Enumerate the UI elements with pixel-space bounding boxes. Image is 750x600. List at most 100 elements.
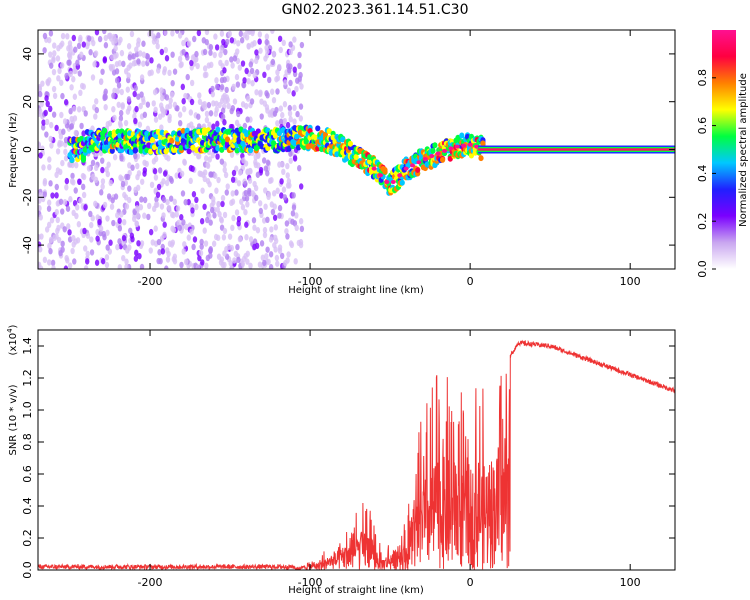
heatmap-cell [292,155,298,162]
heatmap-cell [55,167,61,174]
colorbar-label: Normalized spectral amplitude [738,73,749,227]
heatmap-cell [382,168,388,175]
heatmap-cell [285,121,291,129]
heatmap-cell [262,71,267,79]
heatmap-cell [215,126,221,133]
heatmap-cell [105,215,110,222]
heatmap-cell [214,100,219,107]
snr-multiplier-base: (x10 [8,333,19,356]
heatmap-cell [174,30,180,34]
chart-title: GN02.2023.361.14.51.C30 [281,2,469,18]
heatmap-cell [277,212,282,219]
heatmap-cell [68,44,73,51]
heatmap-cell [214,187,219,194]
heatmap-cell [229,151,235,158]
heatmap-cell [154,201,160,208]
heatmap-cell [103,42,109,49]
heatmap-cell [174,172,179,179]
heatmap-cell [214,44,220,51]
heatmap-cell [124,263,129,269]
heatmap-cell [90,215,95,222]
heatmap-cell [224,136,231,143]
heatmap-cell [202,65,208,72]
heatmap-cell [56,236,62,244]
heatmap-cell [47,156,52,163]
heatmap-cell [141,60,146,67]
heatmap-cell [367,154,373,161]
heatmap-cell [72,115,78,122]
heatmap-cell [244,67,249,75]
heatmap-cell [38,142,42,150]
heatmap-cell [258,89,263,96]
heatmap-cell [196,152,202,160]
heatmap-cell [261,217,267,224]
heatmap-cell [265,159,271,166]
heatmap-cell [224,38,230,46]
heatmap-cell [94,106,100,114]
heatmap-cell [265,47,270,55]
heatmap-cell [285,172,290,179]
heatmap-cell [267,177,273,185]
heatmap-cell [281,186,287,193]
heatmap-cell [264,252,269,260]
heatmap-cell [219,146,225,153]
heatmap-cell [288,150,293,157]
heatmap-cell [448,146,454,151]
heatmap-cell [293,258,298,265]
heatmap-cell [286,87,292,94]
heatmap-cell [245,168,251,175]
heatmap-cell [175,205,181,212]
heatmap-cell [170,80,175,87]
heatmap-cell [303,138,309,145]
heatmap-cell [73,129,79,137]
heatmap-cell [114,77,120,84]
heatmap-cell [100,183,105,190]
heatmap-cell [213,233,219,241]
heatmap-cell [216,201,221,208]
heatmap-cell [179,214,184,221]
heatmap-cell [186,40,192,47]
heatmap-cell [133,152,138,160]
heatmap-cell [209,206,215,214]
heatmap-cell [181,219,186,226]
heatmap-cell [51,85,57,93]
y-tick-label: 1.4 [21,337,34,355]
heatmap-cell [58,249,63,257]
y-tick-label: -40 [21,236,34,254]
heatmap-cell [183,199,188,206]
heatmap-cell [85,42,90,50]
heatmap-cell [241,157,246,164]
heatmap-cell [124,203,130,210]
heatmap-cell [134,105,139,113]
heatmap-cell [118,36,123,43]
heatmap-cell [285,162,290,170]
heatmap-cell [275,187,280,194]
heatmap-cell [234,189,239,196]
heatmap-cell [219,158,225,165]
heatmap-cell [135,162,140,170]
heatmap-cell [54,183,59,191]
heatmap-cell [235,48,240,55]
heatmap-cell [298,103,304,110]
heatmap-cell [60,159,65,167]
heatmap-cell [44,95,49,102]
heatmap-cell [41,119,46,126]
heatmap-cell [397,173,403,178]
heatmap-cell [279,192,284,199]
heatmap-cell [97,218,102,226]
heatmap-cell [132,147,138,154]
heatmap-cell [236,110,241,118]
heatmap-cell [147,30,152,38]
heatmap-cell [100,68,105,75]
heatmap-cell [207,121,212,129]
heatmap-cell [198,249,204,257]
heatmap-cell [74,162,79,169]
heatmap-cell [116,82,122,89]
heatmap-cell [119,49,125,57]
heatmap-layer [38,30,675,269]
heatmap-cell [55,216,60,224]
heatmap-cell [115,212,120,219]
heatmap-cell [112,154,118,161]
heatmap-cell [153,106,158,114]
heatmap-cell [136,240,141,247]
